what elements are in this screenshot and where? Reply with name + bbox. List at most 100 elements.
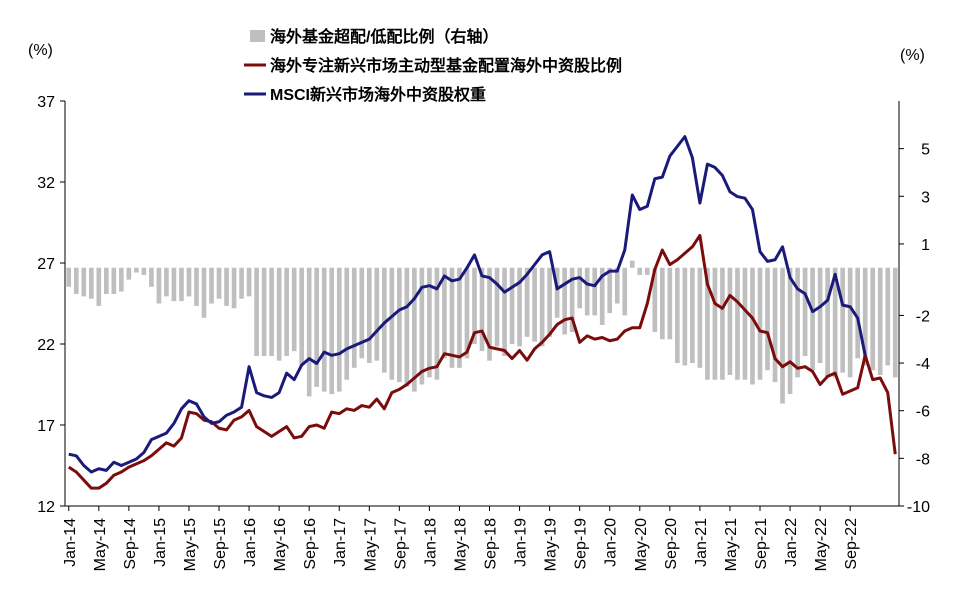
x-tick-label: Jan-22 [783, 518, 800, 567]
x-tick-label: Sep-19 [573, 518, 590, 570]
bar-overweight-underweight [487, 267, 492, 361]
bar-overweight-underweight [885, 267, 891, 366]
bar-overweight-underweight [554, 267, 560, 318]
bar-overweight-underweight [88, 267, 94, 299]
bar-overweight-underweight [720, 267, 725, 380]
bar-overweight-underweight [509, 267, 515, 344]
bar-overweight-underweight [547, 267, 552, 337]
bar-overweight-underweight [382, 267, 387, 373]
bar-overweight-underweight [284, 267, 289, 356]
bar-overweight-underweight [111, 267, 117, 294]
left-tick-label: 32 [37, 175, 55, 192]
bar-overweight-underweight [457, 267, 462, 368]
bar-overweight-underweight [179, 267, 184, 302]
right-tick-label: -2 [916, 308, 930, 325]
bar-overweight-underweight [119, 267, 124, 292]
bar-overweight-underweight [261, 267, 267, 356]
x-tick-label: May-14 [92, 518, 109, 571]
x-tick-label: Sep-14 [122, 518, 139, 570]
bar-overweight-underweight [652, 267, 658, 333]
bar-overweight-underweight [832, 267, 838, 378]
bar-overweight-underweight [622, 267, 628, 316]
bar-overweight-underweight [502, 267, 507, 356]
left-axis-unit: (%) [28, 42, 53, 59]
bar-overweight-underweight [727, 267, 733, 375]
right-tick-label: -8 [916, 451, 930, 468]
bar-overweight-underweight [246, 267, 252, 297]
legend: 海外基金超配/低配比例（右轴） 海外专注新兴市场主动型基金配置海外中资股比例 M… [244, 27, 622, 104]
x-tick-label: May-16 [272, 518, 289, 571]
bar-overweight-underweight [412, 267, 417, 392]
bar-overweight-underweight [637, 267, 643, 275]
bar-overweight-underweight [772, 267, 778, 383]
bar-overweight-underweight [276, 267, 282, 361]
bar-overweight-underweight [562, 267, 567, 335]
bar-overweight-underweight [419, 267, 425, 385]
bar-overweight-underweight [660, 267, 665, 340]
right-tick-label: -10 [907, 499, 930, 516]
bar-overweight-underweight [569, 267, 575, 333]
bar-overweight-underweight [321, 267, 327, 392]
bar-overweight-underweight [224, 267, 229, 306]
x-tick-label: Sep-17 [392, 518, 409, 570]
x-tick-label: Jan-14 [62, 518, 79, 567]
bar-overweight-underweight [164, 267, 169, 297]
x-axis-ticks: Jan-14 May-14 Sep-14 Jan-15 May-15 Sep-15 Jan-… [62, 506, 860, 571]
bar-overweight-underweight [329, 267, 335, 395]
bar-overweight-underweight [862, 267, 868, 366]
bar-overweight-underweight [855, 267, 861, 359]
bar-overweight-underweight [231, 267, 237, 309]
bar-overweight-underweight [780, 267, 785, 404]
bar-overweight-underweight [306, 267, 312, 397]
x-tick-label: Sep-15 [212, 518, 229, 570]
left-tick-label: 22 [37, 337, 55, 354]
right-tick-label: 1 [921, 237, 930, 254]
line-msci-china-weight [68, 135, 867, 474]
bar-overweight-underweight [171, 267, 177, 302]
bar-overweight-underweight [291, 267, 297, 352]
bar-overweight-underweight [149, 267, 154, 287]
bar-overweight-underweight [269, 267, 274, 356]
bar-overweight-underweight [336, 267, 342, 392]
right-tick-label: 5 [921, 142, 930, 159]
bar-overweight-underweight [374, 267, 380, 361]
bar-overweight-underweight [765, 267, 770, 371]
bar-overweight-underweight [892, 267, 898, 378]
bar-overweight-underweight [614, 267, 620, 304]
bar-overweight-underweight [795, 267, 800, 378]
bar-overweight-underweight [629, 260, 635, 268]
bar-overweight-underweight [592, 267, 598, 316]
bar-overweight-underweight [314, 267, 320, 387]
bar-overweight-underweight [810, 267, 815, 371]
bar-overweight-underweight [254, 267, 259, 356]
bar-overweight-underweight [81, 267, 87, 297]
left-tick-label: 37 [37, 94, 55, 111]
bar-overweight-underweight [201, 267, 207, 318]
bar-overweight-underweight [434, 267, 440, 380]
bar-overweight-underweight [847, 267, 853, 378]
bar-overweight-underweight [66, 267, 72, 287]
bar-overweight-underweight [735, 267, 740, 380]
right-axis-ticks: 5 3 1 -2 -4 -6 -8 -10 [899, 142, 930, 516]
legend-label-line-msci: MSCI新兴市场海外中资股权重 [270, 85, 486, 104]
x-tick-label: Jan-20 [603, 518, 620, 567]
right-axis-unit: (%) [900, 47, 925, 64]
bar-series [66, 260, 898, 404]
bar-overweight-underweight [607, 267, 613, 314]
bar-overweight-underweight [472, 267, 477, 344]
bar-overweight-underweight [126, 267, 132, 280]
bar-overweight-underweight [675, 267, 680, 364]
bar-overweight-underweight [216, 267, 222, 299]
x-tick-label: May-19 [543, 518, 560, 571]
bar-overweight-underweight [870, 267, 876, 371]
x-tick-label: May-18 [452, 518, 469, 571]
left-axis-ticks: 37 32 27 22 17 12 [37, 94, 65, 516]
x-tick-label: Sep-21 [753, 518, 770, 570]
bar-overweight-underweight [742, 267, 748, 380]
x-tick-label: Jan-15 [152, 518, 169, 567]
bar-overweight-underweight [351, 267, 357, 368]
bar-overweight-underweight [584, 267, 590, 316]
bar-overweight-underweight [539, 267, 545, 347]
bar-overweight-underweight [449, 267, 455, 368]
bar-overweight-underweight [427, 267, 432, 378]
